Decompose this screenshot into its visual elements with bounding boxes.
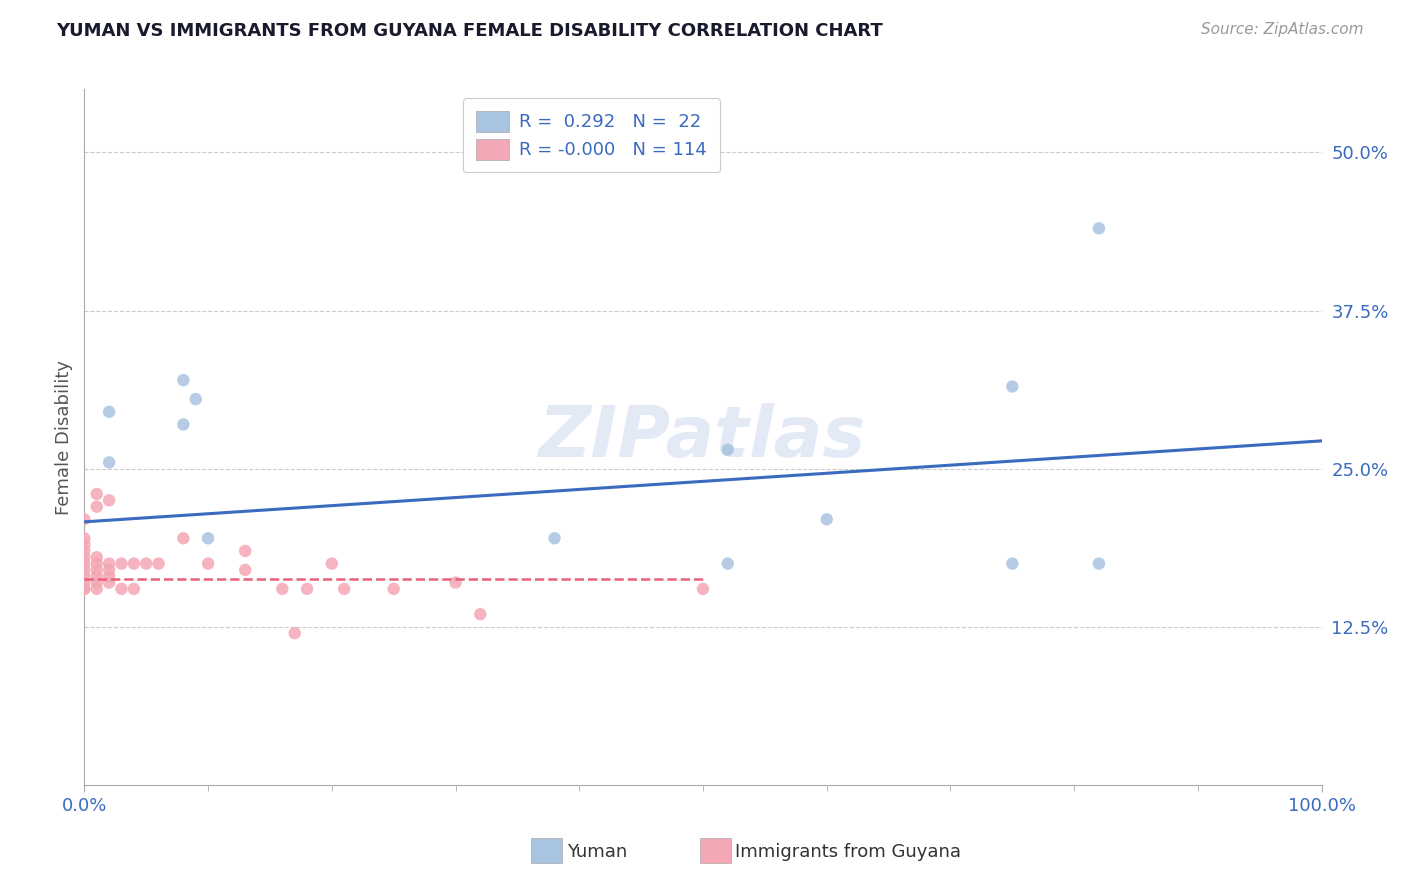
Point [321, 557, 343, 571]
Legend: R =  0.292   N =  22, R = -0.000   N = 114: R = 0.292 N = 22, R = -0.000 N = 114 [464, 98, 720, 172]
Point [172, 531, 194, 545]
Point [135, 557, 157, 571]
Point [172, 373, 194, 387]
Point [86, 500, 108, 514]
Point [98, 575, 121, 590]
Point [233, 544, 256, 558]
Point [233, 563, 256, 577]
Point [382, 582, 405, 596]
Text: Source: ZipAtlas.com: Source: ZipAtlas.com [1201, 22, 1364, 37]
Point [295, 582, 318, 596]
Point [1001, 379, 1024, 393]
Point [333, 582, 356, 596]
Point [86, 582, 108, 596]
Point [197, 531, 219, 545]
Point [184, 392, 207, 406]
Point [73, 550, 96, 565]
Point [73, 544, 96, 558]
Point [73, 557, 96, 571]
Point [1088, 221, 1111, 235]
Point [98, 493, 121, 508]
Point [543, 531, 565, 545]
Point [73, 538, 96, 552]
Point [98, 557, 121, 571]
Text: ZIPatlas: ZIPatlas [540, 402, 866, 472]
Point [1001, 557, 1024, 571]
Point [692, 582, 714, 596]
Point [122, 582, 145, 596]
Point [86, 575, 108, 590]
Point [98, 569, 121, 583]
Text: Yuman: Yuman [567, 843, 627, 861]
Point [717, 557, 740, 571]
Point [148, 557, 170, 571]
Point [73, 512, 96, 526]
Point [86, 550, 108, 565]
Point [73, 531, 96, 545]
Point [73, 563, 96, 577]
Point [122, 557, 145, 571]
Point [98, 455, 121, 469]
Point [284, 626, 307, 640]
Point [86, 563, 108, 577]
Point [271, 582, 294, 596]
Point [110, 582, 132, 596]
Point [197, 557, 219, 571]
Text: Immigrants from Guyana: Immigrants from Guyana [735, 843, 962, 861]
Point [172, 417, 194, 432]
Point [110, 557, 132, 571]
Point [470, 607, 492, 622]
Point [73, 569, 96, 583]
Point [73, 582, 96, 596]
Point [73, 575, 96, 590]
Point [73, 582, 96, 596]
Point [444, 575, 467, 590]
Point [98, 563, 121, 577]
Point [717, 442, 740, 457]
Y-axis label: Female Disability: Female Disability [55, 359, 73, 515]
Text: YUMAN VS IMMIGRANTS FROM GUYANA FEMALE DISABILITY CORRELATION CHART: YUMAN VS IMMIGRANTS FROM GUYANA FEMALE D… [56, 22, 883, 40]
Point [86, 569, 108, 583]
Point [1088, 557, 1111, 571]
Point [98, 405, 121, 419]
Point [86, 557, 108, 571]
Point [815, 512, 838, 526]
Point [86, 487, 108, 501]
